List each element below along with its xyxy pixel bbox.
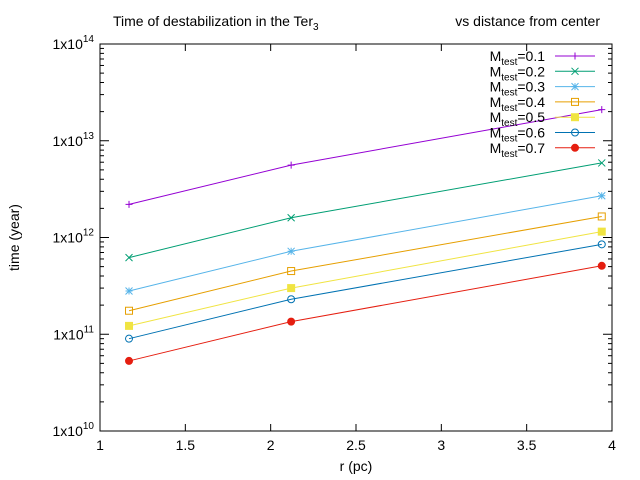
series-1 — [125, 106, 606, 208]
data-point — [287, 317, 296, 326]
legend-marker — [571, 128, 579, 137]
legend: Mtest=0.1Mtest=0.2Mtest=0.3Mtest=0.4Mtes… — [490, 48, 595, 160]
legend-item: Mtest=0.7 — [490, 140, 595, 160]
data-point — [125, 334, 134, 343]
data-point — [597, 191, 606, 200]
series-6 — [125, 240, 606, 343]
data-point — [597, 240, 606, 249]
series-line — [128, 243, 602, 340]
y-tick-label: 1x1014 — [53, 34, 95, 52]
legend-label: Mtest=0.2 — [490, 63, 546, 83]
legend-label: Mtest=0.4 — [490, 94, 546, 114]
legend-marker — [571, 52, 579, 60]
legend-label: Mtest=0.6 — [490, 125, 546, 145]
series-7 — [125, 261, 606, 365]
data-point — [287, 295, 296, 304]
series-line — [128, 265, 602, 362]
series-line — [128, 215, 602, 312]
x-tick-label: 2.5 — [346, 437, 366, 453]
legend-marker — [571, 82, 579, 91]
chart-title-main: Time of destabilization in the Ter — [113, 13, 313, 29]
legend-item: Mtest=0.4 — [490, 94, 595, 114]
data-point — [125, 306, 134, 315]
data-point — [287, 247, 296, 256]
data-point — [125, 356, 134, 365]
data-point — [125, 321, 134, 330]
chart-title: Time of destabilization in the Ter3 — [113, 13, 319, 33]
legend-label: Mtest=0.5 — [490, 109, 546, 129]
y-tick-label: 1x1010 — [53, 421, 95, 439]
chart-subtitle: vs distance from center — [455, 13, 600, 29]
data-point — [287, 267, 296, 276]
data-point — [597, 159, 606, 167]
series-3 — [125, 191, 606, 295]
legend-label: Mtest=0.3 — [490, 79, 546, 99]
legend-item: Mtest=0.2 — [490, 63, 595, 83]
series-2 — [125, 159, 606, 262]
legend-marker — [571, 67, 579, 76]
data-point — [125, 253, 133, 262]
series-line — [128, 162, 602, 259]
legend-item: Mtest=0.3 — [490, 79, 595, 99]
data-point — [597, 227, 606, 236]
data-point — [597, 212, 606, 221]
x-tick-label: 4 — [608, 437, 616, 453]
x-tick-label: 1 — [96, 437, 104, 453]
data-point — [597, 261, 606, 270]
x-tick-label: 3.5 — [517, 437, 537, 453]
x-axis-label: r (pc) — [340, 458, 373, 474]
legend-item: Mtest=0.6 — [490, 125, 595, 145]
series-line — [128, 195, 602, 292]
data-point — [287, 284, 296, 293]
data-point — [125, 287, 133, 295]
series-5 — [125, 227, 606, 330]
data-point — [287, 161, 295, 169]
x-tick-label: 3 — [437, 437, 445, 453]
x-tick-label: 2 — [267, 437, 275, 453]
legend-marker — [571, 143, 579, 152]
y-axis-label: time (year) — [6, 204, 22, 271]
legend-marker — [571, 97, 579, 106]
series-4 — [125, 212, 606, 315]
x-axis: 1 1.5 2 2.5 3 3.5 4 — [96, 44, 616, 453]
data-point — [125, 200, 133, 208]
chart-title-subscript: 3 — [313, 22, 319, 33]
data-point — [287, 213, 296, 222]
x-tick-label: 1.5 — [176, 437, 196, 453]
legend-marker — [571, 113, 579, 122]
legend-label: Mtest=0.7 — [490, 140, 546, 160]
y-tick-label: 1x1013 — [53, 131, 95, 149]
data-point — [598, 106, 606, 114]
y-tick-label: 1x1012 — [53, 228, 95, 246]
legend-item: Mtest=0.1 — [490, 48, 595, 68]
legend-item: Mtest=0.5 — [490, 109, 595, 129]
series-layer — [125, 106, 606, 365]
legend-label: Mtest=0.1 — [490, 48, 546, 68]
y-axis: 1x1010 1x1011 1x1012 1x1013 1x1014 — [53, 34, 612, 439]
y-tick-label: 1x1011 — [53, 324, 94, 342]
